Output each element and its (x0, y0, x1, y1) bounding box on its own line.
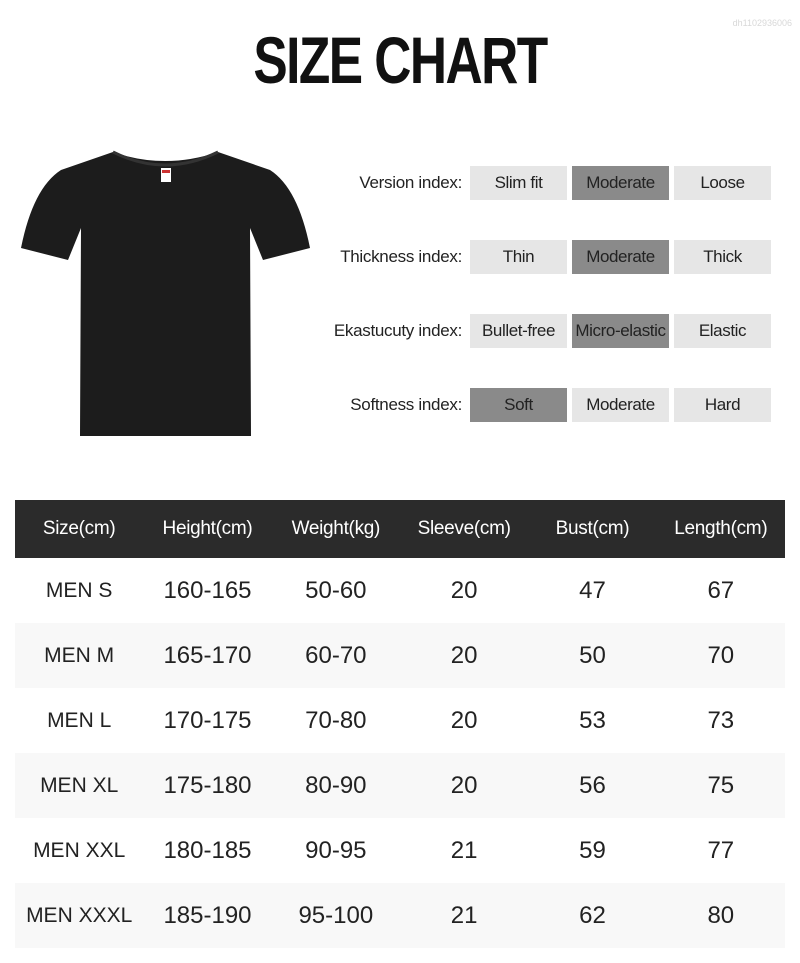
table-cell: 67 (707, 576, 735, 604)
label-tag-icon (161, 168, 171, 182)
table-cell: 80 (707, 901, 735, 929)
table-cell: 50 (579, 641, 606, 669)
table-row: MEN L 170-175 70-80 20 53 73 (15, 688, 785, 753)
table-cell: 70-80 (305, 706, 367, 734)
table-cell: 95-100 (298, 901, 374, 929)
table-cell: 20 (450, 706, 478, 734)
index-option: Bullet-free (470, 314, 567, 348)
table-header: Size(cm) Height(cm) Weight(kg) Sleeve(cm) Bu… (15, 500, 785, 558)
table-row: MEN M 165-170 60-70 20 50 70 (15, 623, 785, 688)
table-row: MEN XXL 180-185 90-95 21 59 77 (15, 818, 785, 883)
table-cell: 180-185 (163, 836, 252, 864)
index-option: Thick (674, 240, 771, 274)
index-row: Ekastucuty index: Bullet-free Micro-elasti… (330, 313, 776, 349)
table-cell: MEN XXL (33, 838, 126, 862)
index-label: Thickness index: (340, 247, 462, 266)
index-option: Loose (674, 166, 771, 200)
table-cell: 53 (579, 706, 606, 734)
table-cell: 160-165 (163, 576, 252, 604)
index-label: Softness index: (350, 395, 462, 414)
table-cell: 185-190 (163, 901, 252, 929)
table-cell: 50-60 (305, 576, 367, 604)
index-option-selected: Soft (470, 388, 567, 422)
table-cell: 70 (707, 641, 735, 669)
table-cell: 21 (450, 901, 478, 929)
index-option: Slim fit (470, 166, 567, 200)
index-option-selected: Moderate (572, 240, 669, 274)
table-row: MEN S 160-165 50-60 20 47 67 (15, 558, 785, 623)
index-row: Thickness index: Thin Moderate Thick (330, 239, 776, 275)
column-header: Sleeve(cm) (417, 518, 511, 539)
index-row: Version index: Slim fit Moderate Loose (330, 165, 776, 201)
column-header: Weight(kg) (291, 518, 381, 539)
table-row: MEN XL 175-180 80-90 20 56 75 (15, 753, 785, 818)
table-cell: MEN XXXL (26, 903, 133, 927)
size-table: Size(cm) Height(cm) Weight(kg) Sleeve(cm) Bu… (15, 500, 785, 948)
table-cell: 175-180 (163, 771, 252, 799)
index-row: Softness index: Soft Moderate Hard (330, 387, 776, 423)
table-cell: 59 (579, 836, 606, 864)
page-title: SIZE CHART (253, 23, 548, 97)
index-option-selected: Micro-elastic (572, 314, 669, 348)
index-option: Hard (674, 388, 771, 422)
table-cell: 62 (579, 901, 606, 929)
column-header: Bust(cm) (555, 518, 630, 539)
table-cell: 80-90 (305, 771, 367, 799)
table-row: MEN XXXL 185-190 95-100 21 62 80 (15, 883, 785, 948)
table-cell: 170-175 (163, 706, 252, 734)
table-cell: MEN M (44, 643, 115, 667)
table-cell: MEN S (45, 578, 113, 602)
index-option: Moderate (572, 388, 669, 422)
table-cell: 20 (450, 641, 478, 669)
table-cell: 90-95 (305, 836, 367, 864)
table-cell: 21 (450, 836, 478, 864)
table-cell: 60-70 (305, 641, 367, 669)
table-cell: 47 (579, 576, 606, 604)
index-option: Elastic (674, 314, 771, 348)
table-cell: 77 (707, 836, 735, 864)
table-cell: 20 (450, 771, 478, 799)
table-cell: 56 (579, 771, 606, 799)
table-cell: MEN XL (40, 773, 119, 797)
index-label: Ekastucuty index: (333, 321, 462, 340)
column-header: Length(cm) (674, 518, 768, 539)
watermark: dh1102936006 (732, 18, 792, 28)
table-cell: 165-170 (163, 641, 252, 669)
index-option: Thin (470, 240, 567, 274)
index-option-selected: Moderate (572, 166, 669, 200)
column-header: Height(cm) (162, 518, 253, 539)
table-cell: 20 (450, 576, 478, 604)
index-label: Version index: (359, 173, 462, 192)
column-header: Size(cm) (42, 518, 116, 539)
table-cell: 73 (707, 706, 735, 734)
table-cell: MEN L (47, 708, 112, 732)
black-t-shirt-image (21, 150, 310, 436)
table-cell: 75 (707, 771, 735, 799)
